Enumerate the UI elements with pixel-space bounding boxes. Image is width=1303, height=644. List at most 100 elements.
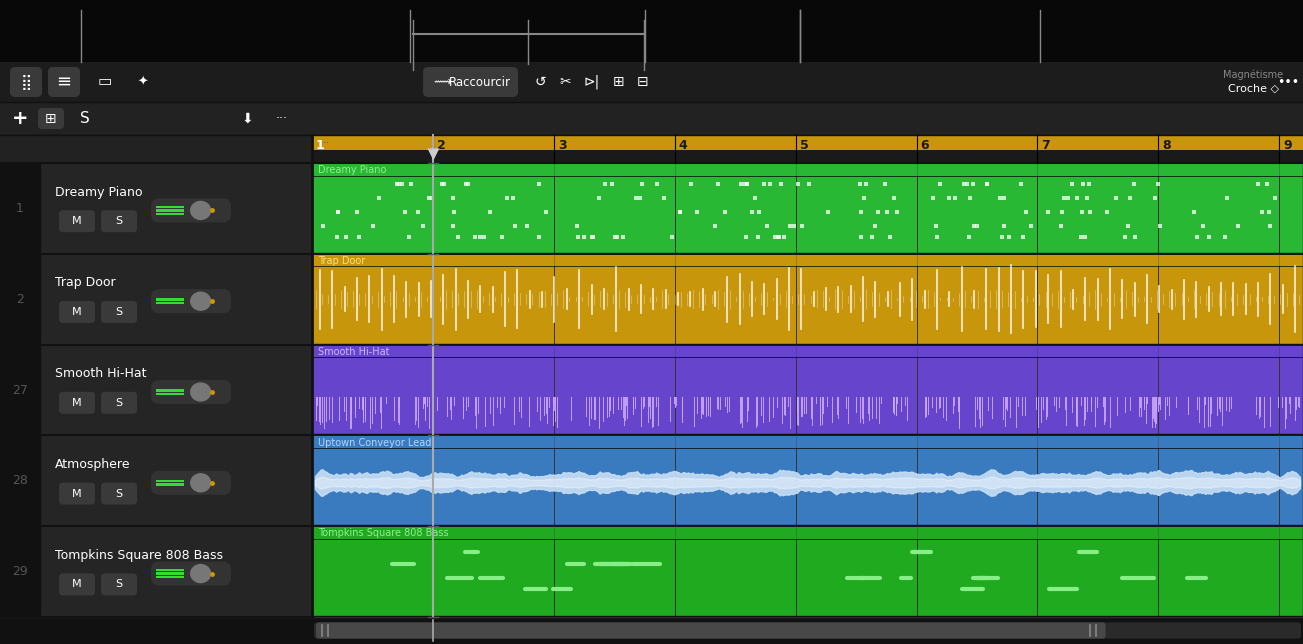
Bar	[40, 435, 311, 526]
Point	[1020, 221, 1041, 231]
Point	[925, 221, 946, 231]
Point	[923, 193, 943, 203]
Point	[568, 232, 589, 242]
Point	[769, 232, 790, 242]
Text: 6: 6	[920, 139, 929, 152]
Point	[735, 178, 756, 189]
FancyBboxPatch shape	[10, 67, 42, 97]
Bar	[40, 254, 311, 345]
Bar	[0, 102, 1303, 135]
FancyBboxPatch shape	[102, 573, 137, 596]
Point	[850, 207, 870, 217]
Point	[504, 221, 525, 231]
Point	[313, 221, 334, 231]
FancyBboxPatch shape	[423, 67, 519, 97]
Text: ↺: ↺	[536, 75, 546, 89]
Point	[582, 232, 603, 242]
Bar	[40, 345, 311, 435]
Point	[851, 232, 872, 242]
Text: ⊳|: ⊳|	[584, 75, 599, 90]
Point	[408, 207, 429, 217]
Point	[963, 178, 984, 189]
Bar	[0, 617, 1303, 644]
FancyBboxPatch shape	[317, 622, 1106, 639]
Bar	[311, 151, 1303, 163]
Point	[868, 207, 889, 217]
Point	[959, 193, 980, 203]
Text: Uptown Conveyor Lead: Uptown Conveyor Lead	[318, 438, 431, 448]
FancyBboxPatch shape	[102, 392, 137, 414]
Text: Trap Door: Trap Door	[55, 276, 116, 289]
Point	[757, 221, 778, 231]
Bar	[0, 62, 1303, 102]
Point	[1037, 207, 1058, 217]
Point	[1256, 178, 1277, 189]
Point	[771, 178, 792, 189]
Bar	[311, 527, 1303, 616]
Point	[976, 178, 997, 189]
Point	[744, 193, 765, 203]
Point	[1061, 178, 1081, 189]
Text: ···: ···	[276, 112, 288, 125]
Point	[977, 178, 998, 189]
Point	[1227, 221, 1248, 231]
Point	[1097, 207, 1118, 217]
Text: ✂: ✂	[560, 75, 571, 89]
Point	[753, 178, 774, 189]
FancyBboxPatch shape	[59, 210, 95, 232]
Point	[994, 193, 1015, 203]
Text: •••: •••	[1277, 75, 1299, 88]
Bar	[0, 526, 40, 617]
Point	[959, 232, 980, 242]
Point	[874, 178, 895, 189]
Point	[1106, 193, 1127, 203]
Text: Croche ◇: Croche ◇	[1227, 84, 1278, 94]
Text: Smooth Hi-Hat: Smooth Hi-Hat	[55, 367, 146, 380]
Point	[1214, 232, 1235, 242]
Point	[680, 178, 701, 189]
Polygon shape	[427, 148, 439, 160]
Point	[1217, 193, 1238, 203]
Point	[877, 207, 898, 217]
Ellipse shape	[190, 383, 211, 401]
Point	[589, 193, 610, 203]
Point	[956, 178, 977, 189]
FancyBboxPatch shape	[151, 562, 231, 585]
Text: 8: 8	[1162, 139, 1171, 152]
Point	[646, 178, 667, 189]
Point	[464, 232, 485, 242]
Bar	[156, 209, 184, 212]
Text: Raccourcir: Raccourcir	[450, 75, 511, 88]
Point	[784, 221, 805, 231]
Point	[670, 207, 691, 217]
FancyBboxPatch shape	[59, 573, 95, 596]
Point	[765, 232, 786, 242]
Bar	[156, 298, 184, 301]
Point	[779, 221, 800, 231]
Point	[855, 178, 876, 189]
Point	[349, 232, 370, 242]
Point	[964, 221, 985, 231]
Point	[602, 178, 623, 189]
Point	[1066, 193, 1087, 203]
FancyBboxPatch shape	[151, 380, 231, 404]
Point	[399, 232, 420, 242]
Point	[394, 207, 414, 217]
Bar	[311, 527, 1303, 539]
Point	[400, 178, 421, 189]
Bar	[40, 163, 311, 254]
Point	[737, 178, 758, 189]
Point	[938, 193, 959, 203]
Text: 9: 9	[1283, 139, 1291, 152]
Point	[992, 232, 1012, 242]
Point	[714, 207, 735, 217]
Point	[773, 232, 794, 242]
Point	[850, 178, 870, 189]
Point	[328, 207, 349, 217]
Text: 29: 29	[12, 565, 27, 578]
Text: ⊞: ⊞	[46, 111, 57, 126]
Point	[661, 232, 681, 242]
Point	[347, 207, 367, 217]
Point	[606, 232, 627, 242]
Point	[443, 221, 464, 231]
